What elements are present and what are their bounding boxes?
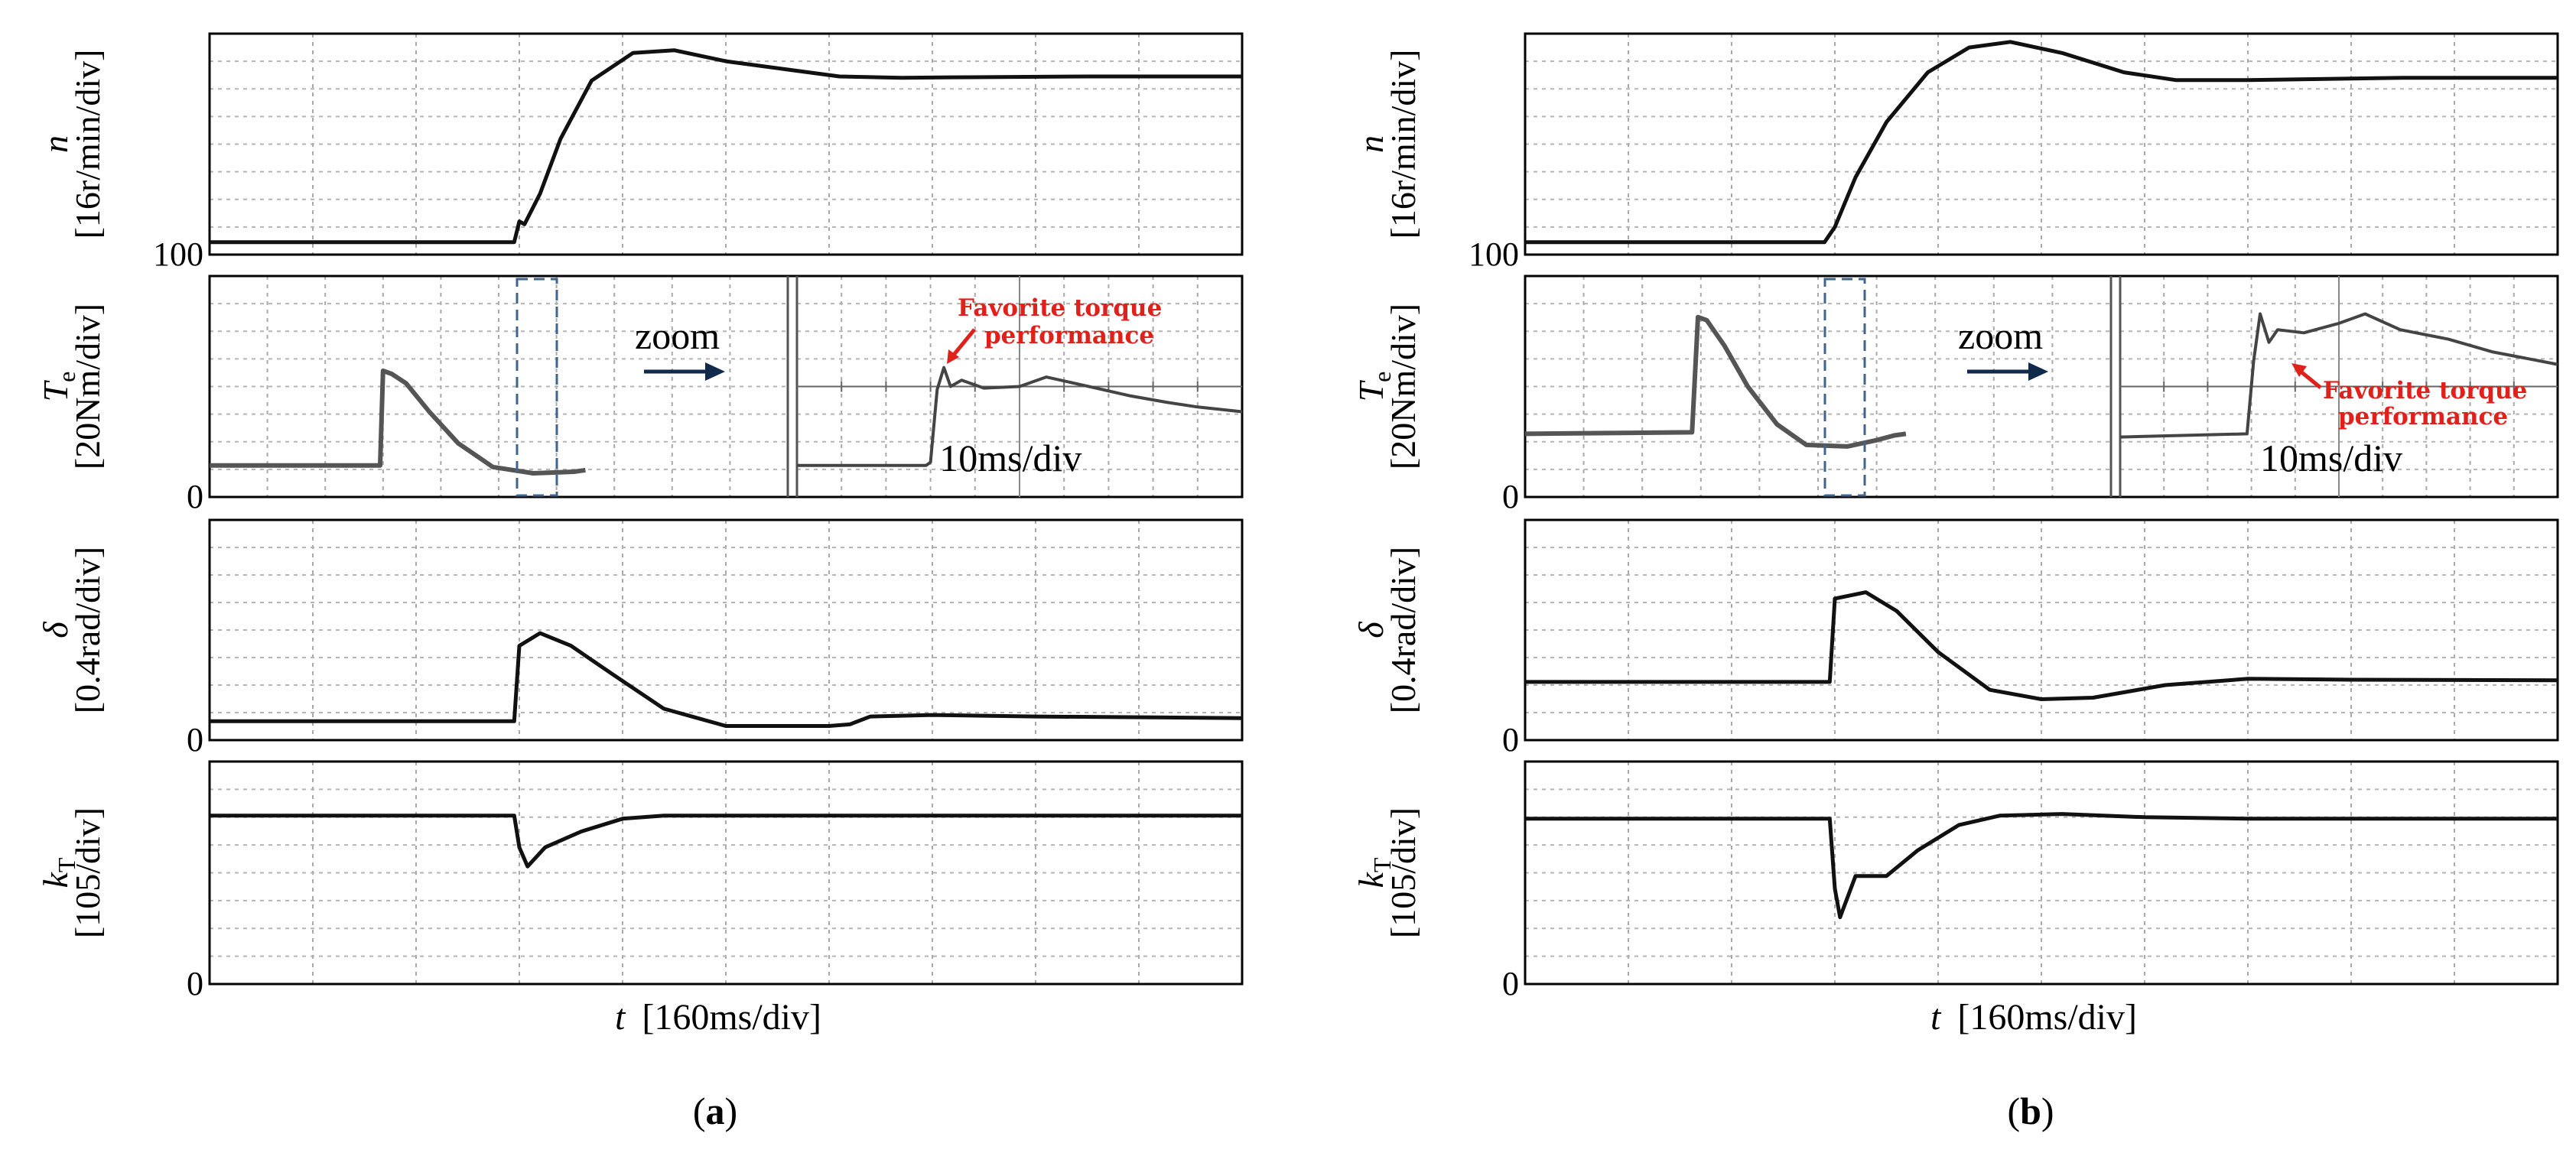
y-symbol-delta: δ — [1351, 622, 1390, 638]
y-symbol-kT: kT — [36, 857, 80, 888]
y-unit-Te: [20Nm/div] — [68, 304, 107, 469]
y-tick-label: 0 — [1502, 965, 1519, 1002]
inset-scale-label: 10ms/div — [2260, 437, 2402, 479]
series-n — [210, 48, 1242, 245]
panel-delta: δ[0.4rad/div] 0 — [1351, 518, 2559, 758]
zoom-label: zoom — [635, 314, 720, 357]
subfigure-label: (b) — [2007, 1090, 2054, 1132]
annotation-line2: performance — [2338, 403, 2508, 430]
series-n — [1525, 40, 2558, 245]
subfigure-label: (a) — [693, 1090, 737, 1132]
series-Te — [210, 368, 586, 476]
y-symbol-kT: kT — [1351, 857, 1396, 888]
x-axis-label: t [160ms/div] — [615, 997, 821, 1038]
y-tick-label: 0 — [187, 965, 203, 1002]
y-tick-label: 100 — [153, 235, 203, 273]
zoom-arrow-head — [705, 362, 725, 381]
panel-delta: δ[0.4rad/div] 0 — [36, 518, 1244, 758]
panel-n: n[16r/min/div] 100 — [36, 32, 1244, 273]
panel-frame — [208, 760, 1244, 986]
y-unit-n: [16r/min/div] — [1384, 50, 1423, 239]
y-symbol-n: n — [36, 135, 75, 153]
panel-frame — [1524, 760, 2559, 986]
annotation-arrow-head — [947, 349, 959, 364]
y-unit-delta: [0.4rad/div] — [1384, 547, 1423, 713]
inset-scale-label: 10ms/div — [939, 437, 1081, 479]
panel-frame — [208, 518, 1244, 742]
y-symbol-n: n — [1351, 135, 1390, 153]
x-axis-label: t [160ms/div] — [1930, 997, 2137, 1038]
series-Te-zoom — [2119, 312, 2558, 439]
zoom-label: zoom — [1958, 314, 2043, 357]
annotation-arrow — [952, 328, 976, 356]
zoom-window — [1823, 278, 1866, 497]
chart-b: n[16r/min/div] 100 zoom 10ms/div Favorite to… — [1351, 32, 2559, 1132]
y-tick-label: 0 — [187, 478, 203, 515]
annotation-arrow — [2298, 369, 2322, 389]
annotation-arrow-head — [2291, 363, 2307, 377]
panel-frame — [208, 32, 1244, 256]
series-delta — [210, 631, 1243, 728]
annotation-line1: Favorite torque — [958, 294, 1162, 322]
series-kT — [210, 814, 1242, 869]
series-Te-zoom — [797, 365, 1243, 467]
y-tick-label: 0 — [1502, 721, 1519, 758]
y-symbol-Te: Te — [36, 372, 80, 402]
panel-n: n[16r/min/div] 100 — [1351, 32, 2559, 273]
series-kT — [1525, 812, 2558, 920]
panel-kT: kT[105/div] 0 — [1351, 760, 2559, 1002]
series-Te — [1524, 314, 1907, 449]
panel-frame — [1524, 518, 2559, 742]
y-tick-label: 100 — [1469, 235, 1519, 273]
y-unit-kT: [105/div] — [1384, 807, 1423, 938]
y-symbol-Te: Te — [1351, 372, 1396, 402]
annotation-line2: performance — [984, 322, 1154, 349]
panel-frame — [1524, 32, 2559, 256]
y-unit-delta: [0.4rad/div] — [68, 547, 107, 713]
y-tick-label: 0 — [187, 721, 203, 758]
series-delta — [1525, 590, 2558, 701]
panel-kT: kT[105/div] 0 — [36, 760, 1244, 1002]
y-tick-label: 0 — [1502, 478, 1519, 515]
zoom-arrow-head — [2028, 362, 2048, 381]
y-symbol-delta: δ — [36, 622, 75, 638]
y-unit-Te: [20Nm/div] — [1384, 304, 1423, 469]
y-unit-kT: [105/div] — [68, 807, 107, 938]
zoom-window — [516, 278, 558, 497]
y-unit-n: [16r/min/div] — [68, 50, 107, 239]
annotation-line1: Favorite torque — [2323, 377, 2527, 404]
chart-a: n[16r/min/div] 100 zoom 10ms/div Favorite to… — [36, 32, 1244, 1132]
